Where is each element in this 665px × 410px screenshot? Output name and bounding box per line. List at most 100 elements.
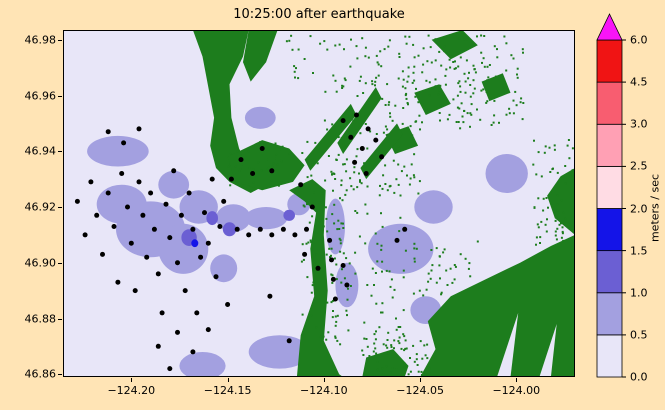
- marsh-speckle: [502, 86, 505, 89]
- marsh-speckle: [358, 235, 361, 238]
- marsh-speckle: [457, 82, 460, 85]
- marsh-speckle: [556, 194, 559, 197]
- marsh-speckle: [346, 314, 348, 317]
- marsh-speckle: [366, 185, 369, 188]
- marsh-speckle: [455, 121, 458, 123]
- gauge-dot: [105, 129, 111, 135]
- marsh-speckle: [397, 183, 400, 186]
- marsh-speckle: [234, 165, 237, 168]
- land-polygon: [243, 30, 278, 82]
- marsh-speckle: [329, 256, 331, 259]
- speed-patch: [368, 223, 434, 274]
- marsh-speckle: [547, 206, 549, 209]
- marsh-speckle: [435, 247, 438, 250]
- y-tick-mark: [58, 95, 62, 97]
- marsh-speckle: [364, 203, 367, 206]
- marsh-speckle: [342, 143, 345, 145]
- speed-patch: [325, 198, 345, 255]
- marsh-speckle: [482, 88, 485, 91]
- marsh-speckle: [389, 112, 391, 115]
- y-tick-label: 46.88: [24, 312, 57, 325]
- marsh-speckle: [508, 112, 511, 115]
- marsh-speckle: [409, 177, 412, 180]
- marsh-speckle: [372, 350, 375, 353]
- marsh-speckle: [349, 177, 352, 180]
- gauge-dot: [259, 146, 265, 151]
- marsh-speckle: [337, 219, 340, 222]
- speed-patch: [248, 335, 311, 369]
- marsh-speckle: [322, 335, 325, 338]
- marsh-speckle: [315, 326, 318, 329]
- plot-border: [63, 30, 575, 377]
- marsh-speckle: [512, 57, 515, 60]
- marsh-speckle: [301, 243, 304, 246]
- marsh-speckle: [381, 270, 383, 273]
- marsh-speckle: [505, 113, 508, 116]
- marsh-speckle: [459, 85, 462, 88]
- gauge-dot: [182, 288, 188, 294]
- marsh-speckle: [333, 222, 336, 225]
- marsh-speckle: [460, 102, 463, 105]
- marsh-speckle: [354, 272, 357, 275]
- marsh-speckle: [434, 85, 437, 88]
- marsh-speckle: [257, 161, 260, 164]
- marsh-speckle: [362, 92, 365, 94]
- marsh-speckle: [406, 174, 408, 177]
- land-polygon: [289, 179, 344, 377]
- marsh-speckle: [366, 147, 369, 150]
- marsh-speckle: [404, 35, 407, 38]
- gauge-dot: [250, 171, 256, 176]
- marsh-speckle: [439, 84, 442, 87]
- marsh-speckle: [420, 370, 423, 373]
- marsh-speckle: [458, 80, 461, 83]
- marsh-speckle: [402, 333, 405, 336]
- marsh-speckle: [373, 374, 376, 377]
- marsh-speckle: [545, 197, 548, 199]
- gauge-dot: [159, 310, 165, 316]
- marsh-speckle: [375, 133, 378, 135]
- gauge-dot: [340, 118, 346, 124]
- marsh-speckle: [427, 272, 430, 275]
- marsh-speckle: [395, 328, 398, 331]
- gauge-dot: [186, 190, 192, 196]
- marsh-speckle: [327, 331, 330, 334]
- marsh-speckle: [492, 121, 495, 124]
- marsh-speckle: [443, 45, 446, 48]
- marsh-speckle: [426, 357, 429, 360]
- y-tick-label: 46.90: [24, 256, 57, 270]
- marsh-speckle: [537, 197, 540, 200]
- marsh-speckle: [424, 354, 427, 357]
- marsh-speckle: [334, 79, 337, 82]
- marsh-speckle: [385, 352, 388, 355]
- marsh-speckle: [393, 339, 396, 342]
- marsh-speckle: [333, 257, 336, 260]
- marsh-speckle: [412, 344, 415, 347]
- marsh-speckle: [389, 285, 392, 288]
- marsh-speckle: [497, 77, 500, 80]
- marsh-speckle: [553, 144, 556, 147]
- marsh-speckle: [438, 89, 441, 92]
- marsh-speckle: [366, 212, 369, 215]
- marsh-speckle: [342, 252, 345, 255]
- marsh-speckle: [381, 187, 384, 190]
- colorbar-tick-labels: 0.0 0.5 1.0 1.5 2.0 2.5 3.0 4.5 6.0: [593, 0, 665, 410]
- marsh-speckle: [554, 219, 557, 222]
- marsh-speckle: [427, 280, 430, 283]
- marsh-speckle: [306, 140, 309, 143]
- marsh-speckle: [440, 64, 443, 67]
- marsh-speckle: [476, 35, 478, 38]
- marsh-speckle: [508, 107, 511, 110]
- marsh-speckle: [252, 181, 255, 184]
- marsh-speckle: [411, 134, 414, 137]
- marsh-speckle: [401, 70, 404, 73]
- marsh-speckle: [389, 115, 392, 118]
- marsh-speckle: [335, 158, 338, 161]
- marsh-speckle: [272, 162, 275, 165]
- marsh-speckle: [345, 170, 348, 173]
- marsh-speckle: [330, 170, 333, 173]
- marsh-speckle: [398, 336, 401, 339]
- marsh-speckle: [332, 74, 335, 77]
- marsh-speckle: [403, 366, 406, 369]
- marsh-speckle: [415, 358, 418, 361]
- marsh-speckle: [380, 248, 383, 251]
